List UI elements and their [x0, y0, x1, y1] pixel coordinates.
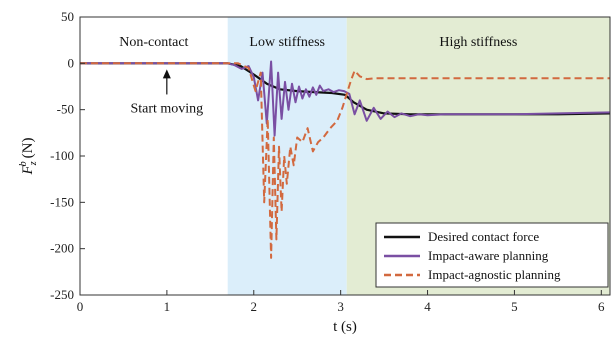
series-layer — [80, 60, 611, 259]
y-tick-label-0: 50 — [61, 9, 74, 24]
region-1 — [227, 17, 347, 295]
x-tick-label-3: 3 — [337, 299, 344, 314]
x-tick-label-0: 0 — [77, 299, 84, 314]
y-axis-label-sub: z — [28, 161, 39, 166]
y-axis-label: Fzb (N) — [18, 138, 39, 176]
start-moving-annotation: Start moving — [130, 69, 203, 116]
x-tick-label-2: 2 — [251, 299, 258, 314]
legend-box — [375, 222, 609, 288]
x-tick-label-6: 6 — [598, 299, 605, 314]
region-label-2: High stiffness — [439, 35, 517, 50]
y-tick-label-6: -250 — [50, 287, 74, 302]
y-tick-label-2: -50 — [57, 102, 74, 117]
region-label-1: Low stiffness — [249, 35, 325, 50]
x-tick-label-5: 5 — [511, 299, 518, 314]
y-axis-label-main: F — [20, 164, 36, 175]
x-axis-label: t (s) — [333, 319, 357, 335]
series-line-1 — [80, 60, 611, 137]
y-axis-ticks: 50 0 -50 -100 -150 -200 -250 — [50, 9, 85, 302]
region-labels: Non-contact Low stiffness High stiffness — [119, 35, 517, 50]
y-axis-label-unit: (N) — [20, 138, 36, 159]
region-0 — [80, 17, 228, 295]
x-tick-label-4: 4 — [424, 299, 431, 314]
y-tick-label-3: -100 — [50, 148, 74, 163]
legend-label-0: Desired contact force — [428, 229, 539, 244]
x-axis-ticks: 0 1 2 3 4 5 6 — [77, 290, 605, 314]
y-tick-label-4: -150 — [50, 194, 74, 209]
series-line-2 — [80, 62, 610, 259]
legend-label-1: Impact-aware planning — [428, 248, 549, 263]
region-label-0: Non-contact — [119, 35, 188, 50]
legend: Desired contact force Impact-aware planni… — [375, 222, 609, 288]
y-axis-label-sup: b — [18, 161, 29, 166]
y-axis-label-text: Fzb (N) — [18, 138, 39, 176]
legend-label-2: Impact-agnostic planning — [428, 267, 561, 282]
start-moving-arrowhead — [162, 69, 171, 79]
start-moving-label: Start moving — [130, 101, 203, 116]
y-tick-label-1: 0 — [68, 55, 75, 70]
x-tick-label-1: 1 — [164, 299, 171, 314]
y-tick-label-5: -200 — [50, 241, 74, 256]
